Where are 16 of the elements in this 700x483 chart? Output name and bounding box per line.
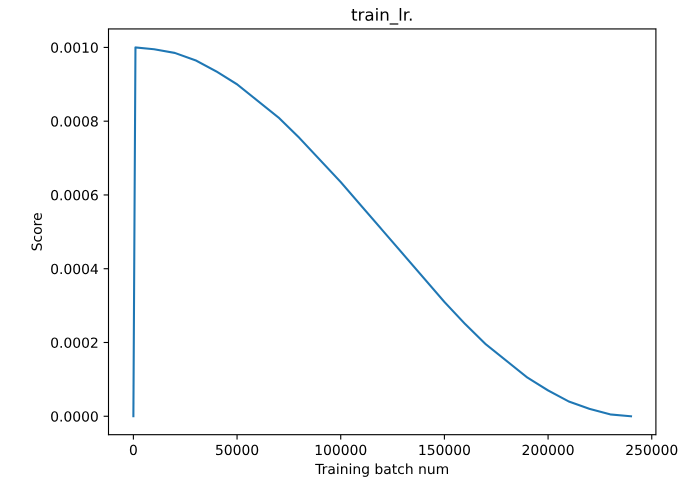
x-tick-label: 0 [130,444,137,456]
x-tick-label: 50000 [216,444,258,456]
x-axis-title: Training batch num [315,463,448,477]
y-tick-label: 0.0006 [51,190,98,200]
y-tick-label: 0.0004 [51,264,98,274]
x-tick-label: 150000 [419,444,470,456]
y-tick-label: 0.0010 [51,42,98,53]
x-tick-label: 100000 [316,444,366,456]
y-tick-label: 0.0002 [51,337,98,348]
chart-title: train_lr. [351,8,412,25]
y-axis-title: Score [31,213,42,250]
x-tick-label: 250000 [626,444,678,456]
y-tick-label: 0.0000 [51,411,98,422]
line-series [132,46,632,418]
x-tick-label: 200000 [522,444,574,456]
y-tick-label: 0.0008 [51,116,98,127]
